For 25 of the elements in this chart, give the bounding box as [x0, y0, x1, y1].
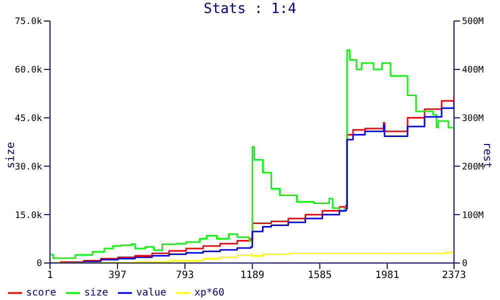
legend-label: value — [136, 288, 166, 299]
y2-tick-label: 0 — [462, 259, 468, 270]
legend-label: xp*60 — [194, 288, 224, 299]
x-tick-label: 1189 — [240, 270, 264, 282]
chart-title: Stats : 1:4 — [202, 1, 298, 17]
x-tick-label: 2373 — [442, 270, 466, 282]
y-tick-label: 45.0k — [14, 114, 43, 124]
x-tick-label: 1981 — [375, 270, 400, 282]
y-tick-label: 75.0k — [14, 17, 43, 28]
y-tick-label: 30.0k — [14, 162, 43, 172]
y2-tick-label: 200M — [462, 162, 484, 172]
x-tick-label: 397 — [108, 270, 126, 282]
x-tick-label: 793 — [176, 270, 194, 282]
x-tick-label: 1585 — [308, 270, 332, 282]
y2-tick-label: 300M — [462, 114, 484, 124]
y-axis-title: size — [4, 142, 17, 168]
y2-tick-label: 500M — [462, 17, 484, 28]
legend-label: score — [26, 288, 56, 299]
y2-tick-label: 400M — [462, 66, 484, 76]
y2-tick-label: 100M — [462, 210, 484, 221]
legend-label: size — [84, 288, 108, 299]
y-tick-label: 0 — [36, 259, 42, 270]
x-tick-label: 1 — [46, 270, 54, 282]
y-tick-label: 15.0k — [14, 210, 43, 221]
y-tick-label: 60.0k — [14, 66, 43, 76]
